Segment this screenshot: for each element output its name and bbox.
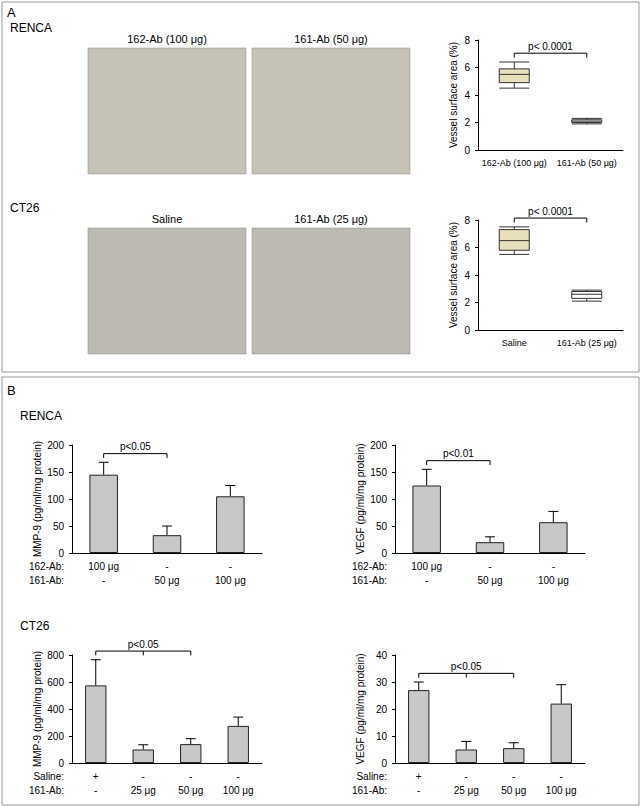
svg-text:VEGF (pg/ml/mg protein): VEGF (pg/ml/mg protein) — [355, 443, 366, 554]
svg-text:MMP-9 (pg/ml/mg protein): MMP-9 (pg/ml/mg protein) — [32, 441, 43, 557]
svg-text:A: A — [7, 5, 16, 20]
svg-text:+: + — [93, 771, 99, 782]
svg-text:RENCA: RENCA — [10, 21, 52, 35]
svg-text:50: 50 — [376, 521, 388, 532]
svg-text:161-Ab (50 μg): 161-Ab (50 μg) — [294, 33, 368, 45]
svg-text:162-Ab (100 μg): 162-Ab (100 μg) — [127, 33, 207, 45]
svg-text:100: 100 — [47, 494, 64, 505]
svg-text:8: 8 — [464, 35, 470, 46]
svg-text:600: 600 — [47, 677, 64, 688]
svg-text:+: + — [416, 771, 422, 782]
svg-text:p< 0.0001: p< 0.0001 — [528, 206, 573, 217]
svg-text:100 μg: 100 μg — [223, 785, 254, 796]
svg-text:-: - — [560, 771, 563, 782]
svg-text:-: - — [512, 771, 515, 782]
svg-text:-: - — [417, 785, 420, 796]
svg-text:8: 8 — [464, 215, 470, 226]
svg-text:-: - — [425, 575, 428, 586]
svg-text:100 μg: 100 μg — [538, 575, 569, 586]
svg-text:6: 6 — [464, 242, 470, 253]
svg-text:100 μg: 100 μg — [215, 575, 246, 586]
svg-text:161-Ab (25 μg): 161-Ab (25 μg) — [294, 213, 368, 225]
svg-text:0: 0 — [381, 548, 387, 559]
svg-text:-: - — [94, 785, 97, 796]
svg-text:-: - — [237, 771, 240, 782]
svg-text:161-Ab:: 161-Ab: — [29, 575, 64, 586]
svg-text:p<0.05: p<0.05 — [128, 639, 159, 650]
svg-text:161-Ab (25 μg): 161-Ab (25 μg) — [557, 338, 617, 348]
svg-text:-: - — [102, 575, 105, 586]
svg-text:30: 30 — [376, 677, 388, 688]
svg-text:25 μg: 25 μg — [454, 785, 479, 796]
svg-text:-: - — [229, 561, 232, 572]
svg-text:VEGF (pg/ml/mg protein): VEGF (pg/ml/mg protein) — [355, 653, 366, 764]
svg-text:20: 20 — [376, 704, 388, 715]
svg-text:Vessel surface area (%): Vessel surface area (%) — [448, 222, 459, 328]
svg-text:50 μg: 50 μg — [477, 575, 502, 586]
svg-text:162-Ab (100 μg): 162-Ab (100 μg) — [482, 158, 547, 168]
svg-text:0: 0 — [58, 548, 64, 559]
svg-text:161-Ab:: 161-Ab: — [352, 575, 387, 586]
svg-text:RENCA: RENCA — [20, 409, 62, 423]
svg-text:2: 2 — [464, 297, 470, 308]
svg-text:50 μg: 50 μg — [154, 575, 179, 586]
svg-text:200: 200 — [370, 440, 387, 451]
svg-text:2: 2 — [464, 117, 470, 128]
svg-text:50: 50 — [53, 521, 65, 532]
svg-text:161-Ab:: 161-Ab: — [352, 785, 387, 796]
svg-text:161-Ab:: 161-Ab: — [29, 785, 64, 796]
svg-text:Vessel surface area (%): Vessel surface area (%) — [448, 42, 459, 148]
svg-text:-: - — [552, 561, 555, 572]
svg-text:0: 0 — [464, 145, 470, 156]
svg-text:4: 4 — [464, 90, 470, 101]
svg-text:-: - — [488, 561, 491, 572]
svg-text:40: 40 — [376, 650, 388, 661]
svg-text:100 μg: 100 μg — [546, 785, 577, 796]
svg-text:Saline:: Saline: — [33, 771, 64, 782]
svg-text:161-Ab (50 μg): 161-Ab (50 μg) — [557, 158, 617, 168]
svg-text:-: - — [142, 771, 145, 782]
svg-text:162-Ab:: 162-Ab: — [29, 561, 64, 572]
svg-text:400: 400 — [47, 704, 64, 715]
svg-text:p<0.05: p<0.05 — [451, 661, 482, 672]
svg-text:10: 10 — [376, 731, 388, 742]
svg-text:B: B — [7, 383, 16, 398]
svg-text:100: 100 — [370, 494, 387, 505]
svg-text:p<0.05: p<0.05 — [120, 441, 151, 452]
svg-text:150: 150 — [47, 467, 64, 478]
svg-text:50 μg: 50 μg — [501, 785, 526, 796]
svg-text:-: - — [465, 771, 468, 782]
svg-text:200: 200 — [47, 440, 64, 451]
svg-text:Saline:: Saline: — [356, 771, 387, 782]
svg-text:200: 200 — [47, 731, 64, 742]
svg-text:100 μg: 100 μg — [411, 561, 442, 572]
svg-text:-: - — [189, 771, 192, 782]
svg-text:MMP-9 (pg/ml/mg protein): MMP-9 (pg/ml/mg protein) — [32, 651, 43, 767]
svg-text:Saline: Saline — [152, 213, 183, 225]
svg-text:6: 6 — [464, 62, 470, 73]
svg-text:p<0.01: p<0.01 — [443, 448, 474, 459]
svg-text:0: 0 — [58, 758, 64, 769]
svg-text:CT26: CT26 — [10, 201, 40, 215]
svg-text:p< 0.0001: p< 0.0001 — [528, 41, 573, 52]
svg-text:CT26: CT26 — [20, 619, 50, 633]
svg-text:150: 150 — [370, 467, 387, 478]
svg-text:800: 800 — [47, 650, 64, 661]
svg-text:4: 4 — [464, 270, 470, 281]
svg-text:Saline: Saline — [502, 338, 527, 348]
svg-text:0: 0 — [381, 758, 387, 769]
svg-text:-: - — [165, 561, 168, 572]
svg-text:100 μg: 100 μg — [88, 561, 119, 572]
svg-text:25 μg: 25 μg — [131, 785, 156, 796]
svg-text:50 μg: 50 μg — [178, 785, 203, 796]
svg-text:0: 0 — [464, 325, 470, 336]
svg-text:162-Ab:: 162-Ab: — [352, 561, 387, 572]
